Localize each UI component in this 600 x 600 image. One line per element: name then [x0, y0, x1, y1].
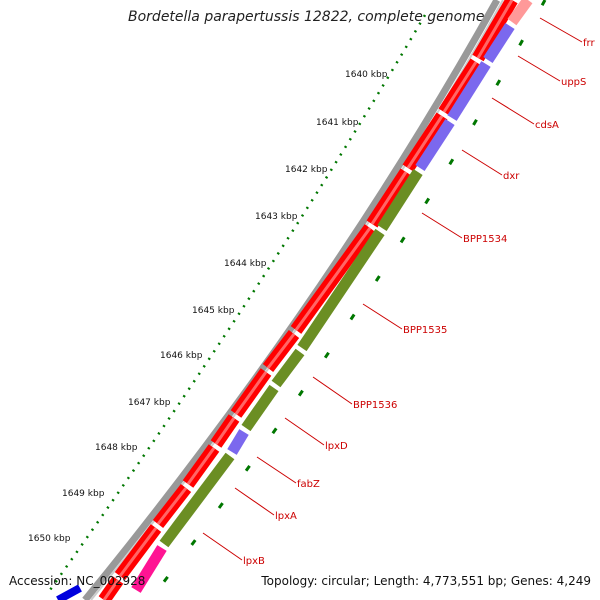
cds-arrow-highlight — [118, 527, 158, 577]
cds-arrow-highlight — [406, 115, 444, 169]
inner-ticks — [148, 0, 547, 600]
cog-segment — [447, 61, 491, 121]
tick-label: 1645 kbp — [192, 306, 235, 316]
gene-label-bpp1536: BPP1536 — [353, 400, 397, 411]
tick-label: 1642 kbp — [285, 165, 328, 175]
cds-arrow-highlight — [234, 371, 268, 415]
gene-label-bpp1535: BPP1535 — [403, 325, 447, 336]
cog-segment — [241, 384, 279, 432]
cog-track — [131, 0, 533, 593]
gene-leader-line — [517, 55, 561, 82]
tick-label: 1646 kbp — [160, 351, 203, 361]
cog-segment — [159, 452, 235, 548]
cog-segment — [415, 118, 455, 172]
cds-arrow-highlight — [266, 333, 296, 369]
gene-leader-line — [312, 376, 353, 405]
gene-leader-line — [362, 303, 403, 330]
gene-leader-line — [491, 97, 535, 125]
cds-arrow-highlight — [214, 417, 236, 445]
cog-segment — [297, 228, 385, 352]
gene-label-lpxa: lpxA — [275, 511, 297, 522]
tick-label: 1649 kbp — [62, 489, 105, 499]
bottom-strip — [56, 584, 82, 600]
tick-label: 1644 kbp — [224, 259, 267, 269]
tick-ring — [48, 14, 427, 591]
cds-arrow-highlight — [370, 171, 408, 225]
map-title: Bordetella parapertussis 12822, complete… — [128, 9, 485, 25]
gene-labels: frr uppS cdsA dxr BPP1534 BPP1535 BPP1536 lpxD f… — [202, 17, 595, 567]
cog-segment — [271, 348, 305, 388]
cds-arrow-highlight — [186, 447, 216, 485]
gene-label-frr: frr — [583, 38, 595, 49]
gene-leader-line — [234, 487, 275, 516]
cog-segment — [483, 23, 515, 63]
tick-label: 1643 kbp — [255, 212, 298, 222]
cds-arrow-highlight — [156, 487, 188, 525]
cog-segment — [227, 429, 249, 455]
gene-leader-line — [284, 417, 325, 446]
gene-label-cdsa: cdsA — [535, 120, 559, 131]
cog-segment — [507, 0, 533, 26]
inner-tick-ring — [148, 0, 547, 600]
tick-label: 1641 kbp — [316, 118, 359, 128]
gene-label-lpxd: lpxD — [325, 441, 348, 452]
cog-segment — [131, 545, 167, 593]
gene-label-fabz: fabZ — [297, 479, 320, 490]
gene-leader-line — [461, 149, 503, 176]
backbone-arc — [82, 0, 501, 600]
cds-track — [98, 0, 518, 600]
gene-leader-line — [421, 212, 463, 239]
gene-label-upps: uppS — [561, 77, 586, 88]
cds-arrow-highlight — [102, 579, 120, 600]
cds-arrow-highlight — [294, 227, 372, 331]
tick-label: 1640 kbp — [345, 70, 388, 80]
gene-leader-line — [539, 17, 583, 43]
tick-labels: 1640 kbp 1641 kbp 1642 kbp 1643 kbp 1644 kbp… — [28, 70, 388, 544]
gene-leader-line — [256, 456, 297, 484]
cds-arrow-highlight — [476, 0, 514, 59]
gene-leader-line — [202, 532, 243, 561]
gene-label-bpp1534: BPP1534 — [463, 234, 507, 245]
accession-text: Accession: NC_002928 — [9, 574, 146, 588]
tick-label: 1648 kbp — [95, 443, 138, 453]
tick-label: 1650 kbp — [28, 534, 71, 544]
gene-label-dxr: dxr — [503, 171, 520, 182]
cog-segment — [377, 169, 423, 231]
cds-arrow-highlight — [442, 61, 478, 113]
tick-label: 1647 kbp — [128, 398, 171, 408]
gene-label-lpxb: lpxB — [243, 556, 265, 567]
genome-summary-text: Topology: circular; Length: 4,773,551 bp… — [261, 574, 591, 588]
